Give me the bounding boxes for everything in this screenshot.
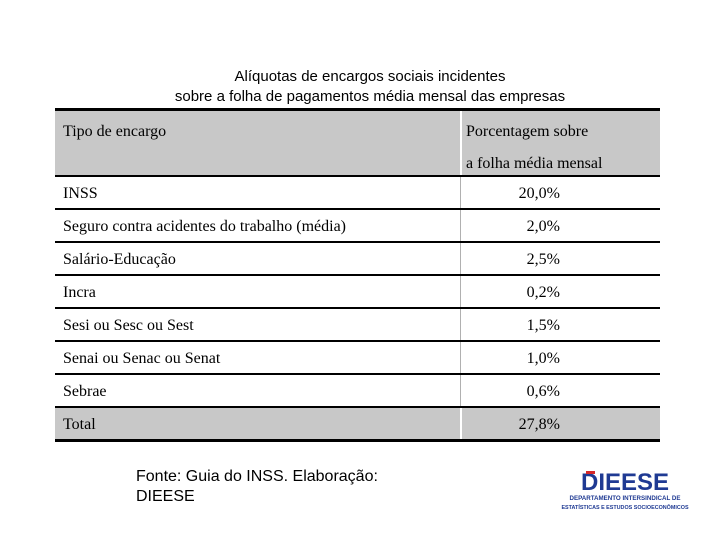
table-row: INSS 20,0% xyxy=(55,177,660,210)
source-note: Fonte: Guia do INSS. Elaboração: DIEESE xyxy=(136,467,378,507)
dieese-logo: DIEESE DEPARTAMENTO INTERSINDICAL DE EST… xyxy=(561,469,688,511)
table-header: Tipo de encargo Porcentagem sobre a folh… xyxy=(55,111,660,177)
row-label: INSS xyxy=(63,185,98,202)
table-row: Salário-Educação 2,5% xyxy=(55,243,660,276)
header-porcentagem-line-2: a folha média mensal xyxy=(466,155,603,172)
table-row: Sebrae 0,6% xyxy=(55,375,660,408)
source-line-1: Fonte: Guia do INSS. Elaboração: xyxy=(136,468,378,485)
row-value: 2,0% xyxy=(526,218,560,235)
logo-accent-mark xyxy=(586,471,595,474)
row-value: 1,5% xyxy=(526,317,560,334)
row-label: Seguro contra acidentes do trabalho (méd… xyxy=(63,218,346,235)
header-porcentagem-line-1: Porcentagem sobre xyxy=(466,123,589,140)
row-value: 2,5% xyxy=(526,251,560,268)
table-row: Sesi ou Sesc ou Sest 1,5% xyxy=(55,309,660,342)
source-line-2: DIEESE xyxy=(136,488,195,505)
logo-subtitle-line-2: ESTATÍSTICAS E ESTUDOS SOCIOECONÔMICOS xyxy=(561,503,688,511)
table-total-row: Total 27,8% xyxy=(55,408,660,442)
table-row: Senai ou Senac ou Senat 1,0% xyxy=(55,342,660,375)
row-value: 0,2% xyxy=(526,284,560,301)
logo-wordmark: DIEESE xyxy=(581,469,669,496)
encargos-table: Tipo de encargo Porcentagem sobre a folh… xyxy=(55,108,660,442)
total-value: 27,8% xyxy=(518,416,560,433)
row-label: Sesi ou Sesc ou Sest xyxy=(63,317,194,334)
total-label: Total xyxy=(63,416,96,433)
logo-subtitle-line-1: DEPARTAMENTO INTERSINDICAL DE xyxy=(570,495,681,502)
header-divider xyxy=(460,111,462,175)
row-value: 0,6% xyxy=(526,383,560,400)
table-row: Incra 0,2% xyxy=(55,276,660,309)
title-line-2: sobre a folha de pagamentos média mensal… xyxy=(174,88,566,105)
row-label: Senai ou Senac ou Senat xyxy=(63,350,221,367)
page-title: Alíquotas de encargos sociais incidentes… xyxy=(0,67,720,107)
row-label: Sebrae xyxy=(63,383,107,400)
header-tipo-de-encargo: Tipo de encargo xyxy=(63,123,167,140)
row-label: Salário-Educação xyxy=(63,251,176,268)
title-line-1: Alíquotas de encargos sociais incidentes xyxy=(234,68,506,85)
row-value: 20,0% xyxy=(518,185,560,202)
table-row: Seguro contra acidentes do trabalho (méd… xyxy=(55,210,660,243)
table-top-rule xyxy=(55,108,660,111)
row-value: 1,0% xyxy=(526,350,560,367)
row-label: Incra xyxy=(63,284,96,301)
